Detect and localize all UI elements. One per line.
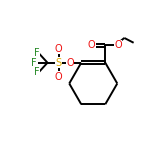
Text: O: O — [114, 40, 122, 50]
Text: O: O — [55, 44, 63, 54]
Text: O: O — [66, 58, 74, 68]
Text: F: F — [34, 48, 40, 58]
Text: S: S — [56, 58, 62, 68]
Text: O: O — [88, 40, 95, 50]
Text: F: F — [31, 58, 37, 68]
Text: F: F — [34, 67, 40, 77]
Text: O: O — [55, 71, 63, 81]
